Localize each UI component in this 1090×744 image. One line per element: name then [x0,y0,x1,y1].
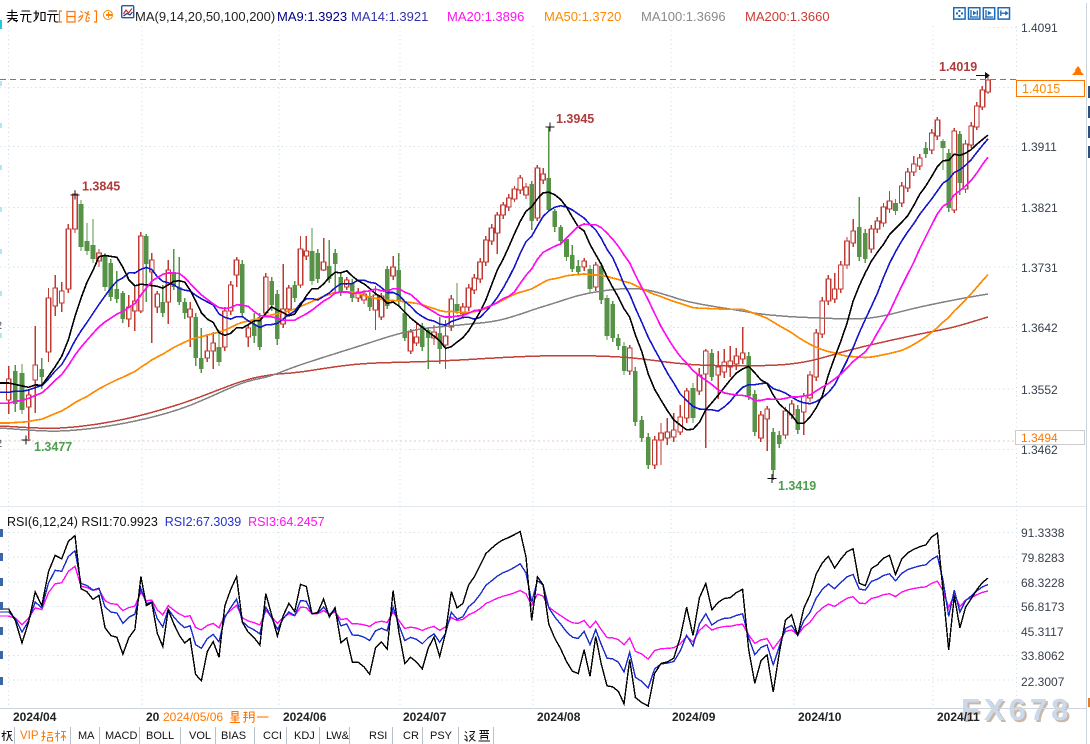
svg-text:1.4019: 1.4019 [939,60,977,74]
svg-text:1.3945: 1.3945 [556,112,594,126]
svg-text:1.3419: 1.3419 [778,479,816,493]
svg-text:1.3477: 1.3477 [34,440,72,454]
svg-text:1.3845: 1.3845 [82,180,120,194]
